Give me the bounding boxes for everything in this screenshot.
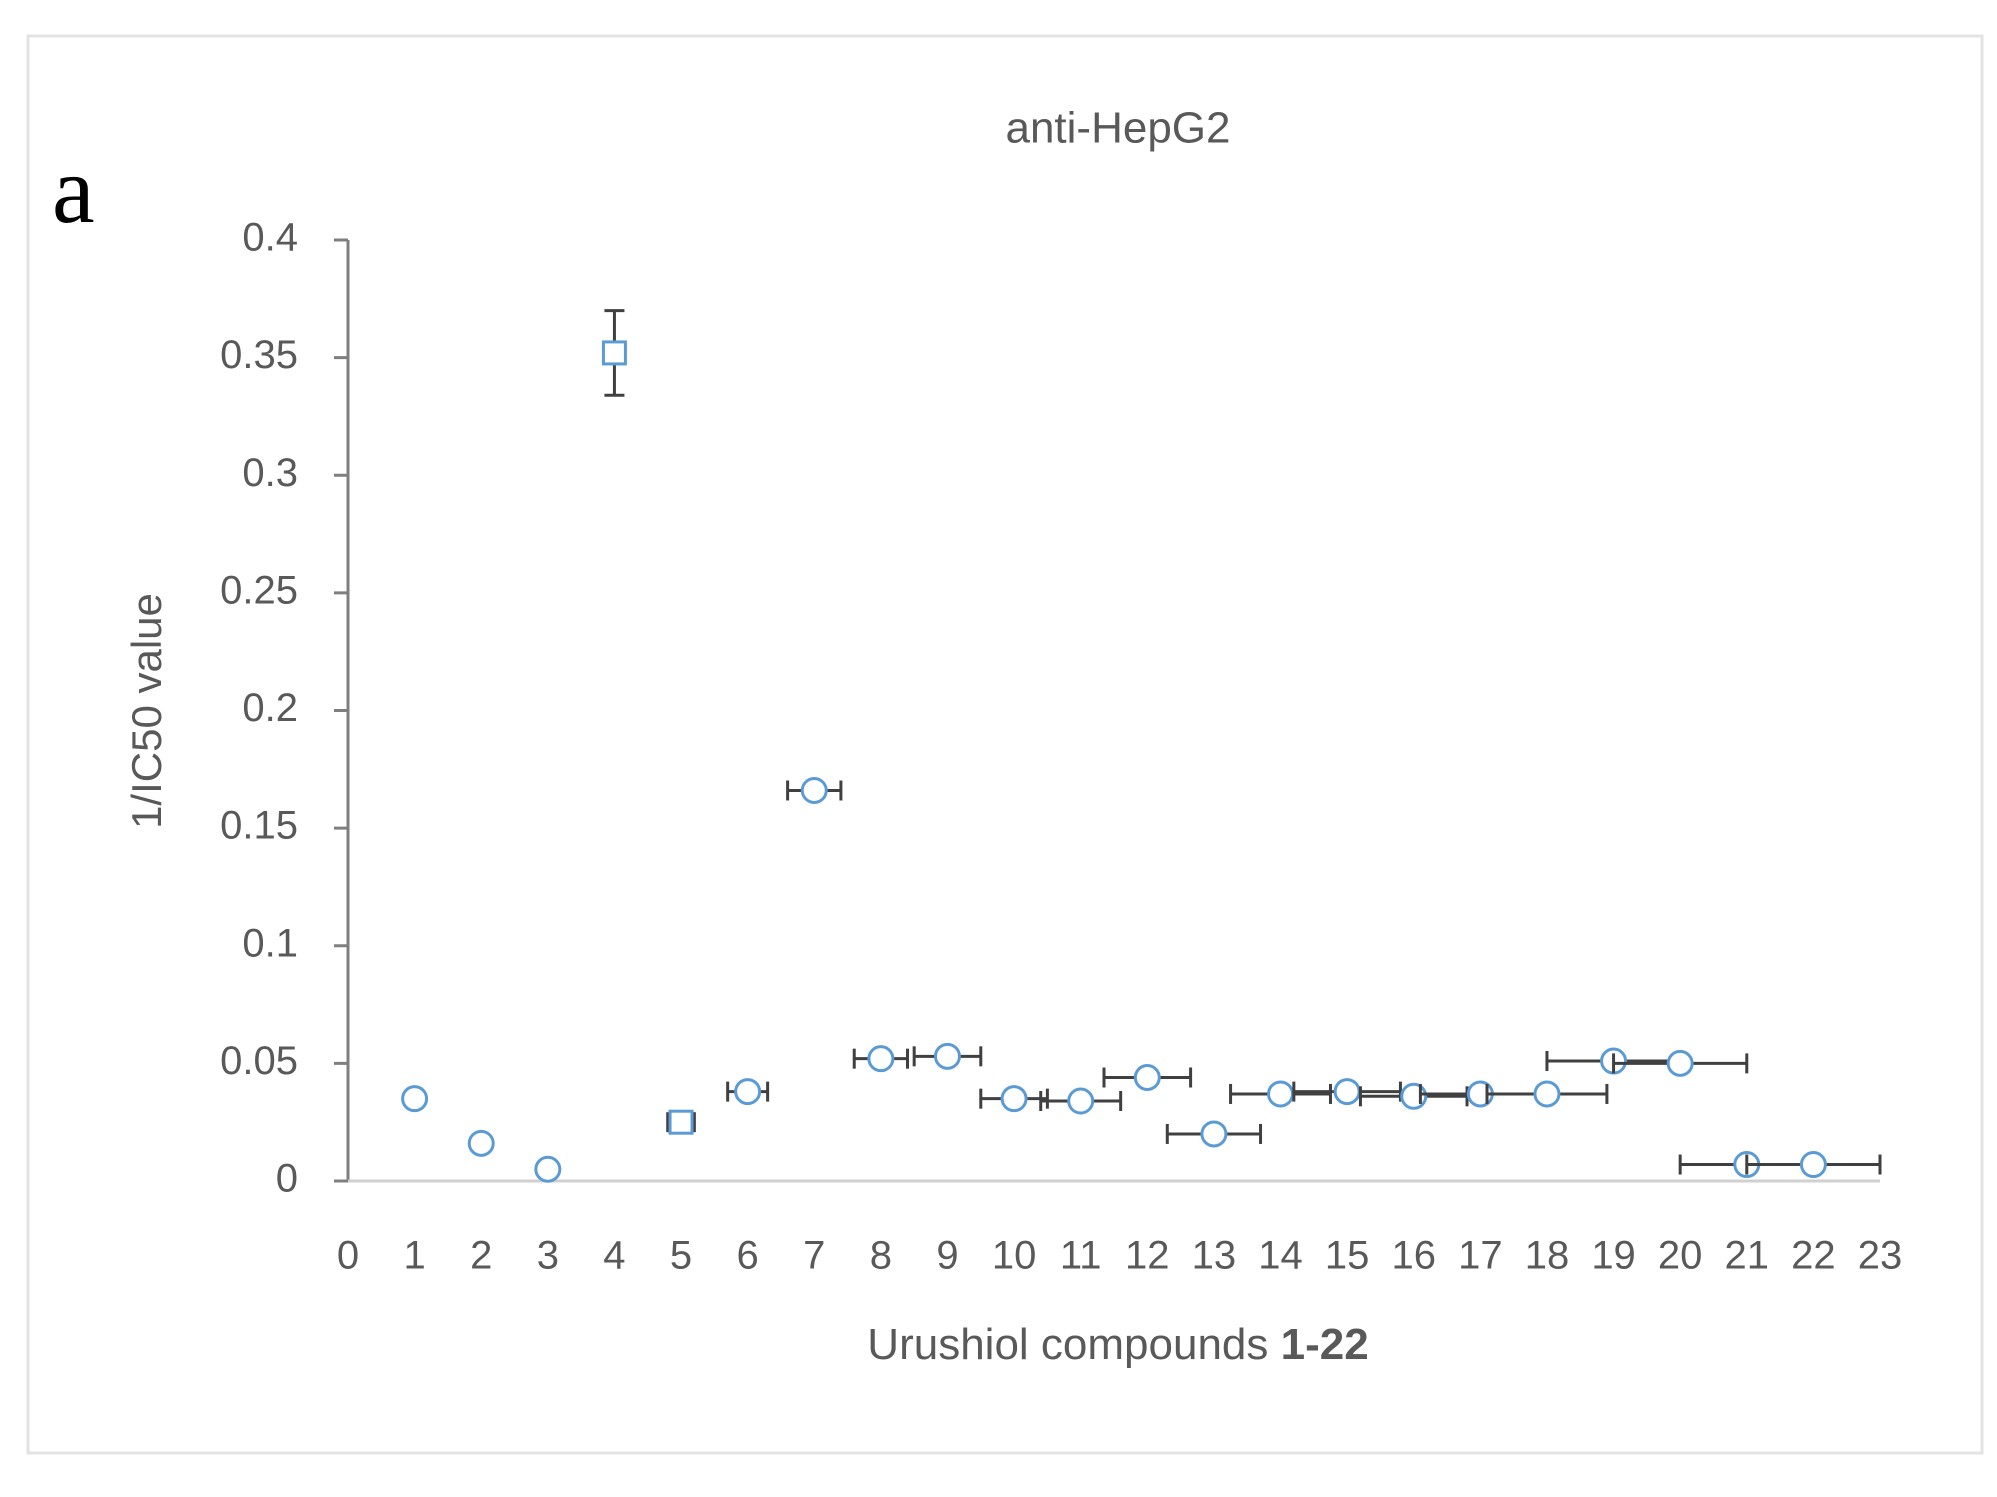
x-tick-label: 3 [537, 1234, 559, 1278]
x-tick-label: 2 [470, 1234, 492, 1278]
point [1200, 1120, 1228, 1148]
y-tick-label: 0.1 [242, 921, 298, 965]
point [800, 776, 828, 804]
x-axis-label-range: 1-22 [1281, 1320, 1369, 1369]
x-tick-label: 6 [737, 1234, 759, 1278]
point [1000, 1085, 1028, 1113]
x-tick-label: 14 [1258, 1234, 1303, 1278]
x-tick-label: 21 [1725, 1234, 1770, 1278]
x-tick-label: 18 [1525, 1234, 1570, 1278]
point [1666, 1049, 1694, 1077]
x-tick-label: 20 [1658, 1234, 1703, 1278]
x-axis-label-text: Urushiol compounds [867, 1320, 1268, 1369]
x-tick-label: 19 [1591, 1234, 1636, 1278]
panel-label: a [52, 136, 95, 243]
y-tick-label: 0.35 [220, 333, 298, 377]
chart-title: anti-HepG2 [1005, 104, 1230, 153]
y-tick-label: 0.05 [220, 1039, 298, 1083]
point [933, 1042, 961, 1070]
y-tick-label: 0.15 [220, 804, 298, 848]
x-tick-label: 4 [603, 1234, 625, 1278]
y-tick-label: 0.2 [242, 686, 298, 730]
point [1267, 1080, 1295, 1108]
point [1133, 1063, 1161, 1091]
x-tick-label: 22 [1791, 1234, 1836, 1278]
point [1799, 1151, 1827, 1179]
x-tick-label: 5 [670, 1234, 692, 1278]
point [668, 1109, 694, 1135]
x-tick-label: 13 [1192, 1234, 1237, 1278]
x-tick-label: 16 [1391, 1234, 1436, 1278]
y-tick-label: 0 [276, 1157, 298, 1201]
y-axis-label: 1/IC50 value [123, 593, 170, 829]
chart-frame [26, 34, 1984, 1455]
x-tick-label: 9 [936, 1234, 958, 1278]
x-tick-label: 17 [1458, 1234, 1503, 1278]
x-axis-label: Urushiol compounds 1-22 [867, 1320, 1368, 1369]
x-tick-label: 0 [337, 1234, 359, 1278]
point [1400, 1082, 1428, 1110]
point [1333, 1078, 1361, 1106]
y-tick-label: 0.25 [220, 568, 298, 612]
x-tick-label: 7 [803, 1234, 825, 1278]
point [1533, 1080, 1561, 1108]
point [467, 1129, 495, 1157]
x-tick-label: 15 [1325, 1234, 1370, 1278]
x-tick-label: 12 [1125, 1234, 1170, 1278]
point [601, 340, 627, 366]
x-tick-label: 10 [992, 1234, 1037, 1278]
point [534, 1155, 562, 1183]
y-tick-label: 0.4 [242, 216, 298, 260]
x-tick-label: 11 [1060, 1234, 1102, 1278]
point [867, 1045, 895, 1073]
x-tick-label: 8 [870, 1234, 892, 1278]
x-tick-label: 1 [403, 1234, 425, 1278]
point [401, 1085, 429, 1113]
x-tick-label: 23 [1858, 1234, 1903, 1278]
point [1067, 1087, 1095, 1115]
y-tick-label: 0.3 [242, 451, 298, 495]
point [734, 1078, 762, 1106]
